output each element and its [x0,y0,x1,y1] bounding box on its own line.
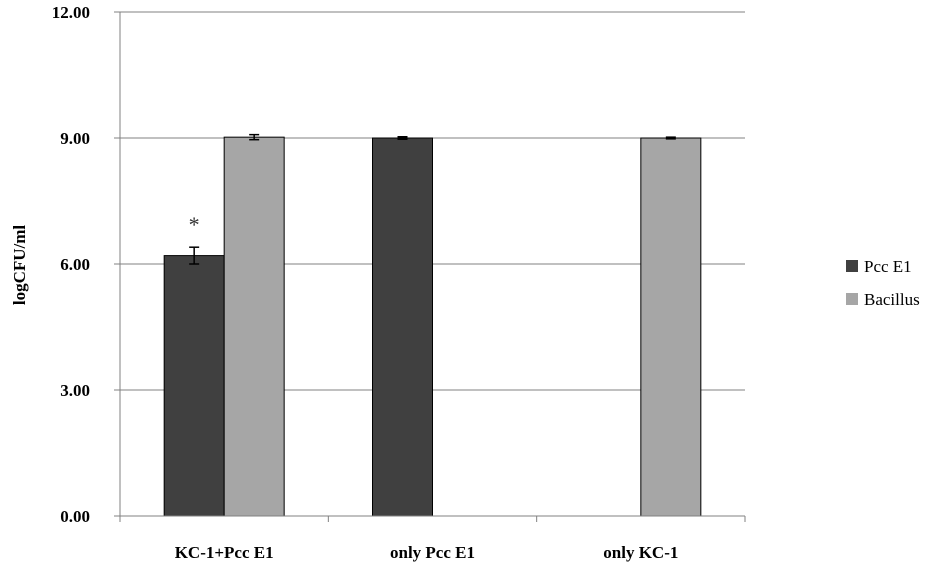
y-tick-label: 0.00 [60,507,90,526]
error-bar [249,133,260,141]
bar-pcc-e1 [163,255,225,517]
error-bar [397,135,408,141]
annotations: * [189,212,200,237]
x-tick-label: KC-1+Pcc E1 [175,543,274,562]
axes [119,12,746,522]
bar-bacillus [640,137,702,517]
significance-marker: * [189,212,200,237]
legend-label: Bacillus [864,290,920,309]
legend-label: Pcc E1 [864,257,912,276]
legend-swatch [846,260,858,272]
bar-pcc-e1 [372,137,433,517]
bar-bacillus [223,136,285,517]
x-tick-label: only KC-1 [603,543,678,562]
x-tick-label: only Pcc E1 [390,543,475,562]
error-bars [189,133,676,265]
x-tick-labels: KC-1+Pcc E1 only Pcc E1 only KC-1 [175,543,679,562]
error-bar [189,246,200,265]
y-tick-label: 3.00 [60,381,90,400]
legend: Pcc E1 Bacillus [846,257,920,309]
y-tick-label: 9.00 [60,129,90,148]
y-tick-labels: 0.00 3.00 6.00 9.00 12.00 [52,3,90,526]
legend-swatch [846,293,858,305]
y-tick-label: 6.00 [60,255,90,274]
y-tick-label: 12.00 [52,3,90,22]
bars [163,136,702,517]
y-axis-title: logCFU/ml [10,225,29,306]
error-bar [665,136,676,140]
